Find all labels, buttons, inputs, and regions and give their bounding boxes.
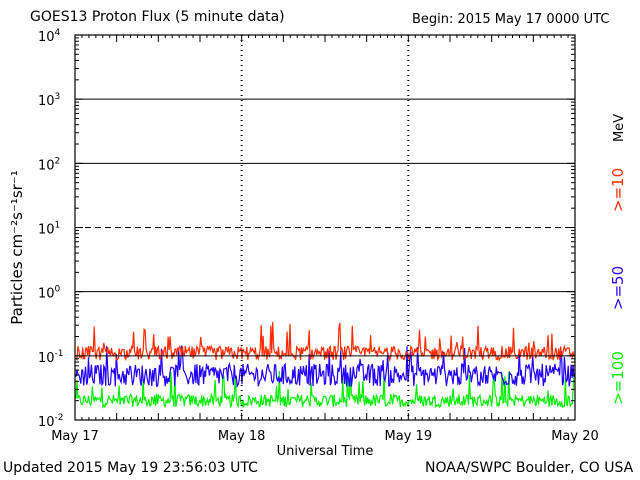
series-line-ge10 [75, 321, 575, 363]
legend-ge100: >=100 [609, 351, 627, 405]
y-tick-label: 101 [38, 221, 60, 238]
series-line-ge100 [75, 370, 575, 409]
x-tick-label: May 18 [218, 429, 266, 444]
x-tick-label: May 17 [51, 429, 99, 444]
series-line-ge50 [75, 345, 575, 389]
footer-updated: Updated 2015 May 19 23:56:03 UTC [3, 460, 258, 476]
legend-unit: MeV [612, 114, 627, 142]
y-tick-label: 103 [38, 92, 60, 109]
y-tick-label: 100 [38, 285, 61, 302]
begin-time: Begin: 2015 May 17 0000 UTC [412, 12, 610, 27]
y-axis-label: Particles cm⁻²s⁻¹sr⁻¹ [8, 170, 26, 324]
x-axis-label: Universal Time [277, 444, 374, 459]
y-tick-label: 104 [38, 28, 61, 45]
y-tick-label: 10-2 [38, 413, 64, 430]
legend-ge10: >=10 [609, 168, 627, 212]
y-tick-label: 102 [38, 156, 60, 173]
y-tick-label: 10-1 [38, 349, 64, 366]
x-tick-label: May 19 [385, 429, 433, 444]
plot-frame [74, 34, 576, 421]
legend-ge50: >=50 [609, 266, 627, 310]
x-tick-label: May 20 [551, 429, 599, 444]
footer-source: NOAA/SWPC Boulder, CO USA [425, 460, 634, 476]
chart-title: GOES13 Proton Flux (5 minute data) [30, 9, 285, 25]
